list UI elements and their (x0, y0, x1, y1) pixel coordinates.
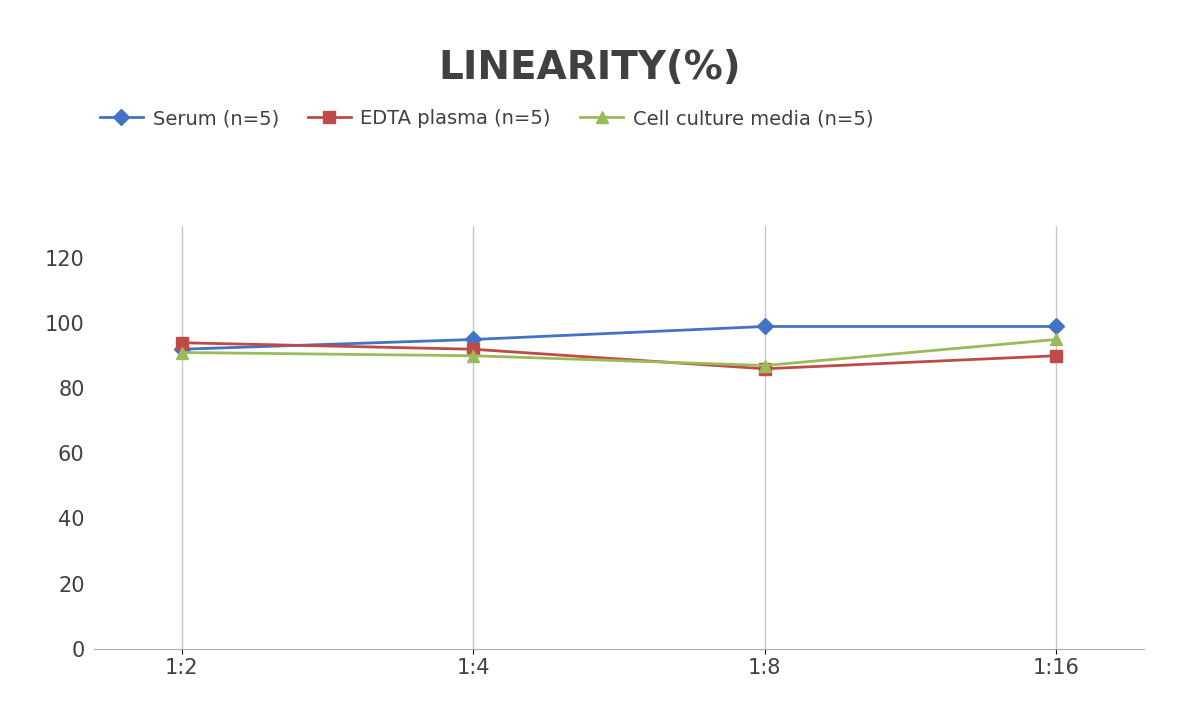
Line: EDTA plasma (n=5): EDTA plasma (n=5) (176, 337, 1062, 374)
Serum (n=5) (758, 322, 772, 331)
Serum (n=5) (1049, 322, 1063, 331)
Cell culture media (n=5) (466, 352, 480, 360)
EDTA plasma (n=5) (174, 338, 189, 347)
EDTA plasma (n=5) (466, 345, 480, 353)
Cell culture media (n=5) (1049, 336, 1063, 344)
Cell culture media (n=5) (174, 348, 189, 357)
Text: LINEARITY(%): LINEARITY(%) (439, 49, 740, 87)
EDTA plasma (n=5) (1049, 352, 1063, 360)
Cell culture media (n=5) (758, 361, 772, 369)
Legend: Serum (n=5), EDTA plasma (n=5), Cell culture media (n=5): Serum (n=5), EDTA plasma (n=5), Cell cul… (92, 102, 881, 136)
Serum (n=5) (174, 345, 189, 353)
Serum (n=5) (466, 336, 480, 344)
EDTA plasma (n=5) (758, 364, 772, 373)
Line: Serum (n=5): Serum (n=5) (176, 321, 1062, 355)
Line: Cell culture media (n=5): Cell culture media (n=5) (176, 334, 1062, 371)
